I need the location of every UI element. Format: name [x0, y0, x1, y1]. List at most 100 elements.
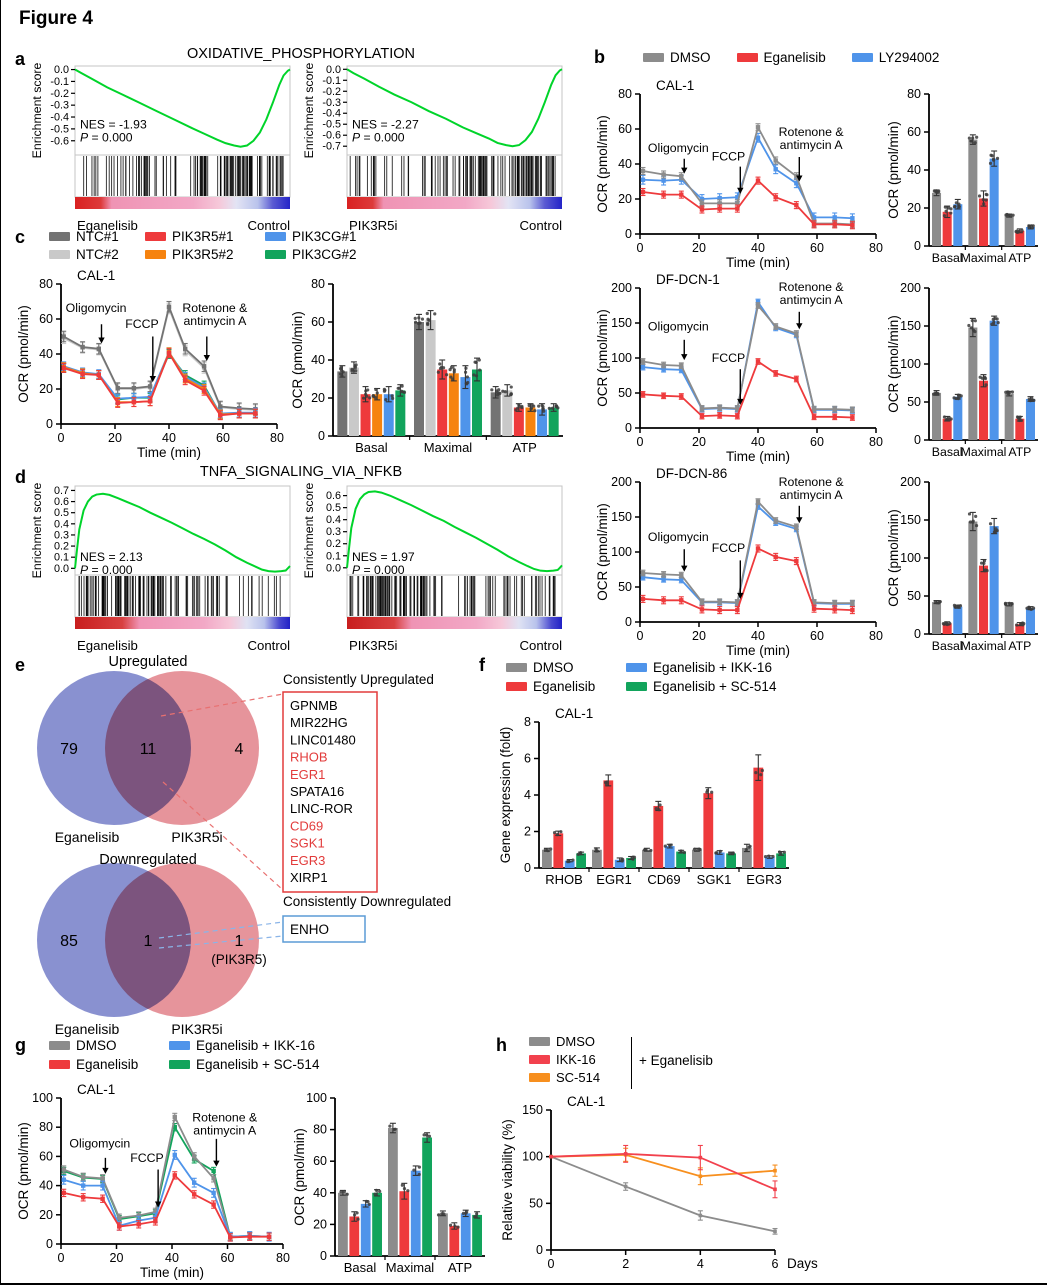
- legend-label: PIK3CG#2: [292, 247, 357, 262]
- legend-swatch-pik3cg-2: [265, 249, 286, 260]
- svg-text:NES = 2.13: NES = 2.13: [80, 550, 143, 564]
- svg-text:50: 50: [529, 1196, 543, 1210]
- svg-text:200: 200: [900, 281, 921, 295]
- svg-text:40: 40: [39, 1179, 53, 1193]
- svg-text:EGR1: EGR1: [596, 872, 631, 887]
- svg-text:Consistently Downregulated: Consistently Downregulated: [283, 894, 451, 909]
- svg-text:Oligomycin: Oligomycin: [648, 530, 709, 544]
- svg-text:100: 100: [611, 545, 632, 559]
- legend-item-eganelisib: Eganelisib: [736, 50, 826, 65]
- svg-text:OCR (pmol/min): OCR (pmol/min): [16, 1122, 31, 1220]
- svg-text:Control: Control: [519, 638, 562, 653]
- svg-text:FCCP: FCCP: [125, 317, 158, 331]
- svg-text:150: 150: [522, 1103, 543, 1117]
- legend-label: Eganelisib + SC-514: [196, 1057, 320, 1072]
- ocr-line-chart-df-dcn-1: 0 20 40 60 80 0 50 100 150 200 Time (min) OCR (pmol…: [594, 270, 886, 466]
- svg-text:11: 11: [140, 741, 157, 758]
- svg-text:SGK1: SGK1: [697, 872, 732, 887]
- svg-text:EGR1: EGR1: [290, 767, 325, 782]
- svg-text:OCR (pmol/min): OCR (pmol/min): [595, 503, 610, 601]
- svg-text:-0.1: -0.1: [50, 76, 69, 88]
- svg-text:RHOB: RHOB: [290, 750, 328, 765]
- svg-text:CAL-1: CAL-1: [77, 268, 115, 283]
- svg-text:0: 0: [637, 241, 644, 255]
- svg-text:-0.2: -0.2: [50, 88, 69, 100]
- svg-text:60: 60: [907, 125, 921, 139]
- gene-expression-bar-chart: 0 2 4 6 8 RHOB EGR1 CD69 SGK1 EGR3 Gene expression…: [497, 704, 797, 894]
- legend-swatch-pik3r5-2: [145, 249, 166, 260]
- svg-text:-0.3: -0.3: [322, 97, 341, 109]
- svg-text:Oligomycin: Oligomycin: [66, 301, 127, 315]
- svg-text:0: 0: [536, 1243, 543, 1257]
- legend-item-ly294002: LY294002: [851, 50, 940, 65]
- legend-label: Eganelisib: [533, 679, 596, 694]
- legend-h: DMSO IKK-16 SC-514: [529, 1034, 600, 1085]
- svg-text:40: 40: [311, 353, 325, 367]
- svg-text:SPATA16: SPATA16: [290, 784, 344, 799]
- svg-text:50: 50: [618, 580, 632, 594]
- legend-label: SC-514: [556, 1070, 601, 1085]
- svg-text:40: 40: [751, 435, 765, 449]
- legend-swatch-dmso: [529, 1036, 550, 1047]
- svg-text:OCR (pmol/min): OCR (pmol/min): [886, 509, 901, 607]
- legend-label: Eganelisib: [763, 50, 826, 65]
- legend-item-pik3r5-2: PIK3R5#2: [145, 247, 265, 262]
- legend-label: DMSO: [556, 1034, 595, 1049]
- svg-text:-0.5: -0.5: [322, 119, 341, 131]
- svg-text:60: 60: [810, 435, 824, 449]
- svg-text:8: 8: [524, 715, 531, 729]
- legend-swatch-ntc-2: [49, 249, 70, 260]
- legend-swatch-eganelisib-sc-514: [169, 1059, 190, 1070]
- svg-text:100: 100: [900, 357, 921, 371]
- legend-label: PIK3R5#2: [172, 247, 234, 262]
- legend-label: NTC#2: [76, 247, 119, 262]
- legend-swatch-eganelisib-ikk-16: [169, 1040, 190, 1051]
- svg-text:NES = -1.93: NES = -1.93: [80, 117, 147, 131]
- svg-text:-0.7: -0.7: [322, 141, 341, 153]
- svg-text:50: 50: [618, 386, 632, 400]
- svg-text:Maximal: Maximal: [961, 639, 1007, 653]
- svg-text:EGR3: EGR3: [746, 872, 781, 887]
- svg-text:80: 80: [907, 87, 921, 101]
- svg-text:0.0: 0.0: [326, 562, 341, 574]
- svg-text:OCR (pmol/min): OCR (pmol/min): [886, 315, 901, 413]
- legend-label: Eganelisib + IKK-16: [196, 1038, 315, 1053]
- svg-text:CAL-1: CAL-1: [555, 706, 593, 721]
- svg-text:Rotenone &: Rotenone &: [182, 301, 248, 315]
- svg-text:100: 100: [900, 551, 921, 565]
- svg-text:Eganelisib: Eganelisib: [77, 638, 138, 653]
- panel-d-letter: d: [15, 467, 26, 487]
- gsea-plot-tnfa-eganelisib: 0.7 0.6 0.5 0.4 0.3 0.2 0.1 0.0 Enrichment score…: [29, 480, 295, 656]
- legend-f: DMSO Eganelisib + IKK-16 Eganelisib Eganeli…: [506, 660, 836, 694]
- svg-text:60: 60: [618, 122, 632, 136]
- svg-text:FCCP: FCCP: [712, 150, 745, 164]
- svg-text:0.3: 0.3: [326, 526, 341, 538]
- panel-a-letter: a: [15, 49, 26, 69]
- svg-text:LINC-ROR: LINC-ROR: [290, 801, 353, 816]
- svg-text:CD69: CD69: [647, 872, 680, 887]
- legend-g: DMSO Eganelisib + IKK-16 Eganelisib Eganeli…: [49, 1038, 379, 1072]
- legend-label: LY294002: [878, 50, 940, 65]
- svg-text:0.0: 0.0: [326, 64, 341, 76]
- svg-text:0: 0: [548, 1257, 555, 1271]
- svg-text:ATP: ATP: [1008, 251, 1031, 265]
- legend-swatch-pik3cg-1: [265, 231, 286, 242]
- legend-label: DMSO: [670, 50, 711, 65]
- svg-text:0.6: 0.6: [54, 496, 69, 508]
- figure-title: Figure 4: [19, 8, 93, 29]
- svg-text:Basal: Basal: [344, 1260, 377, 1275]
- svg-text:-0.2: -0.2: [322, 86, 341, 98]
- ocr-bar-chart-cal1-nfkb-inhibitors: 0 20 40 60 80 100 Basal Maximal ATP OCR (pmol/min…: [291, 1080, 491, 1282]
- svg-text:-0.5: -0.5: [50, 123, 69, 135]
- svg-text:0.4: 0.4: [326, 514, 341, 526]
- svg-text:Downregulated: Downregulated: [99, 852, 197, 868]
- svg-text:20: 20: [692, 435, 706, 449]
- svg-text:150: 150: [900, 513, 921, 527]
- svg-text:20: 20: [692, 241, 706, 255]
- svg-text:0.0: 0.0: [54, 64, 69, 76]
- svg-text:80: 80: [869, 435, 883, 449]
- svg-text:60: 60: [216, 431, 230, 445]
- svg-text:60: 60: [810, 629, 824, 643]
- legend-item-pik3r5-1: PIK3R5#1: [145, 229, 265, 244]
- svg-text:DF-DCN-86: DF-DCN-86: [656, 466, 727, 481]
